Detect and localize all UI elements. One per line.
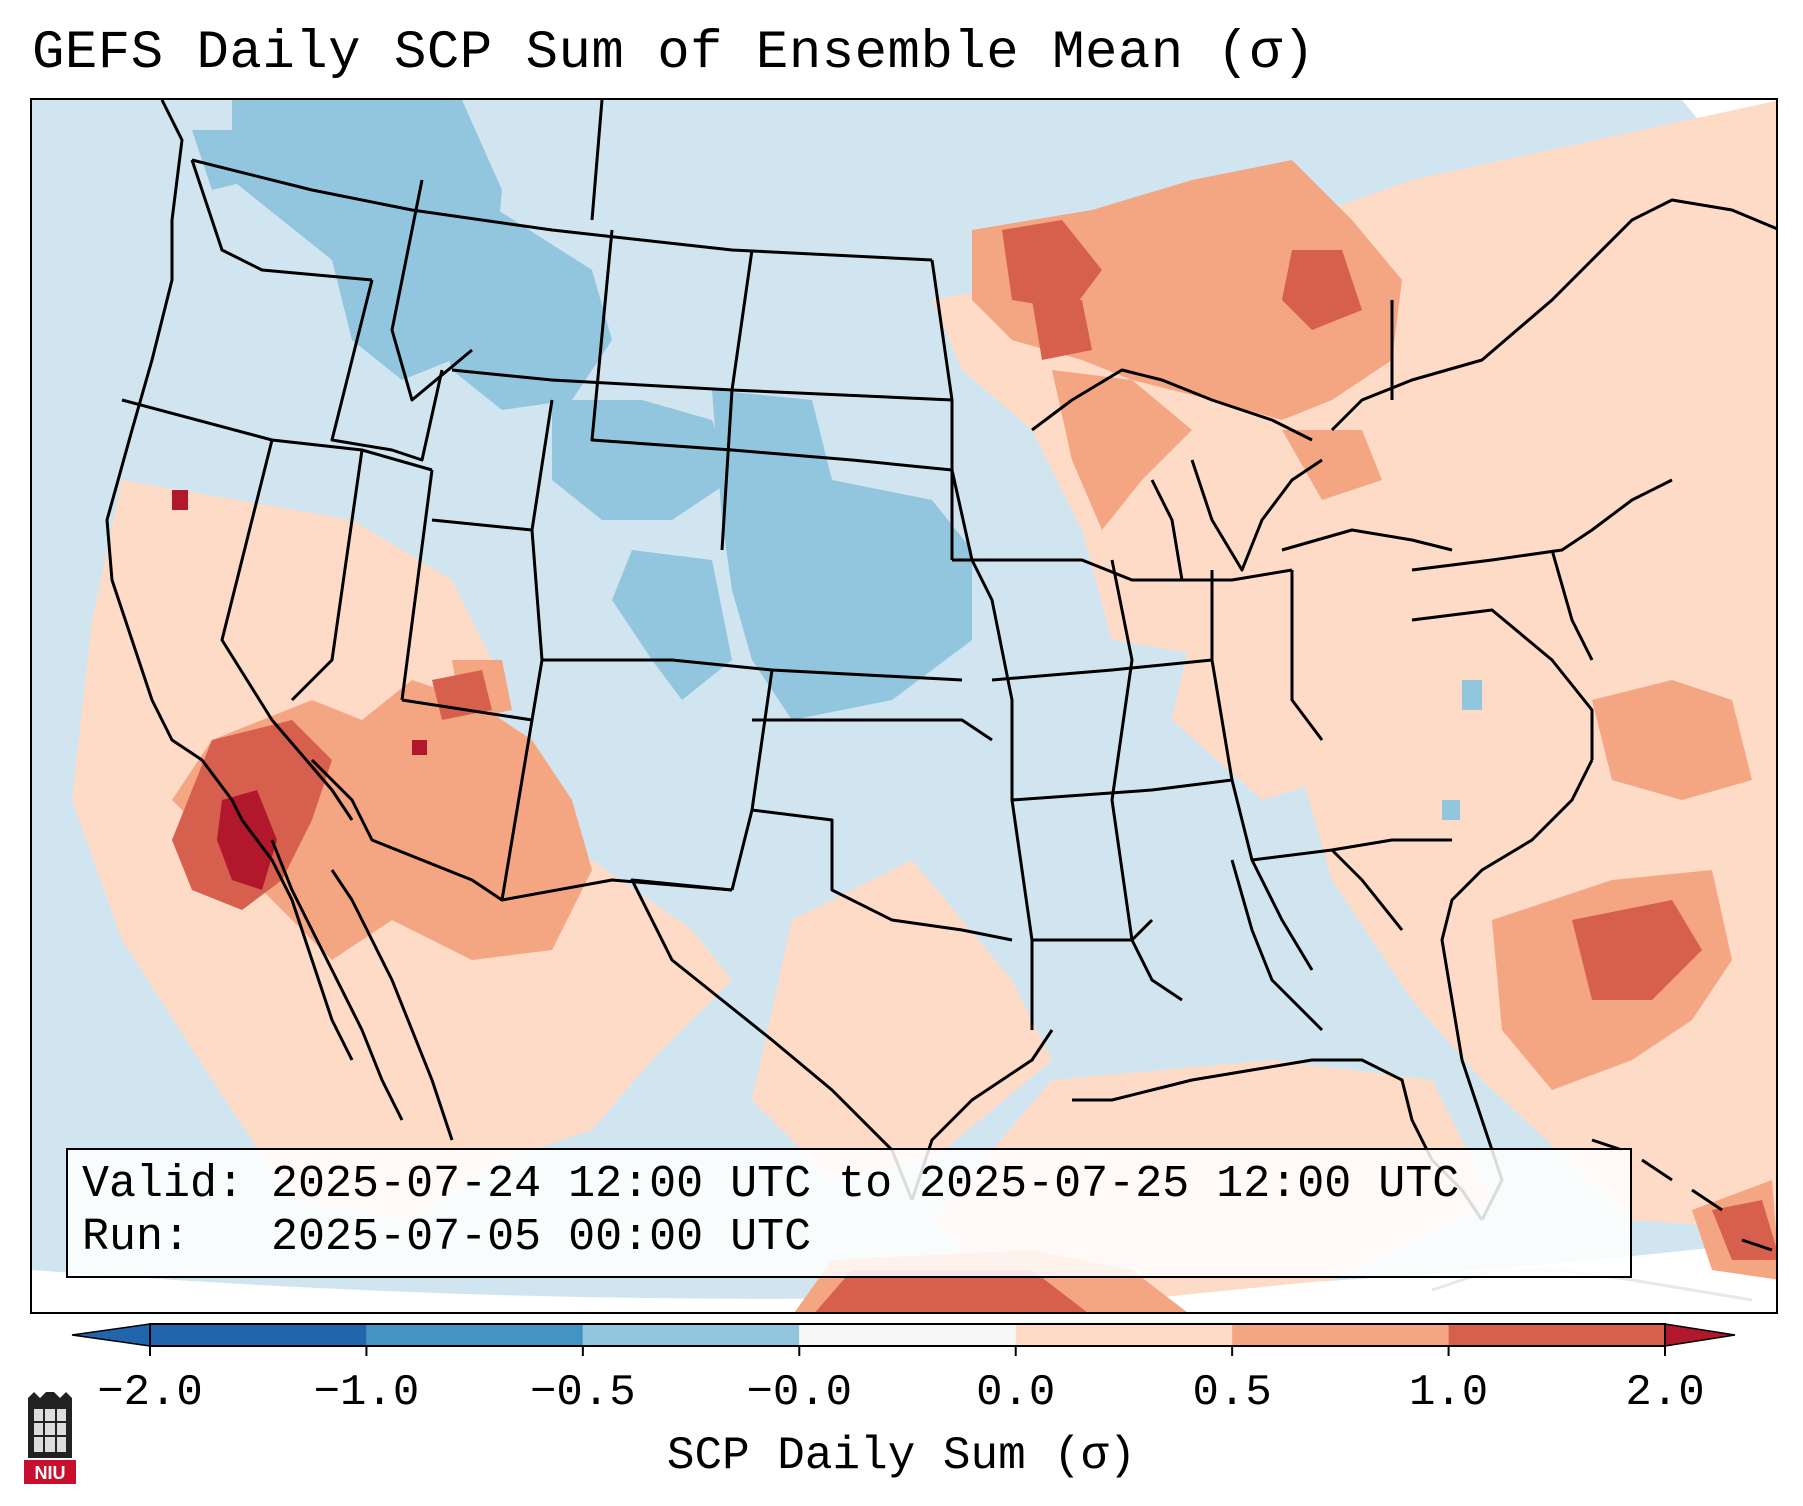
valid-range: 2025-07-24 12:00 UTC to 2025-07-25 12:00… [271, 1159, 1460, 1210]
valid-label: Valid: [82, 1159, 245, 1210]
state-country-boundaries [105, 100, 1776, 1302]
colorbar-segment [582, 1324, 800, 1346]
colorbar: −2.0 −1.0 −0.5 −0.0 0.0 0.5 1.0 2.0 [71, 1323, 1736, 1418]
niu-logo-icon: NIU [24, 1392, 76, 1484]
colorbar-segment [799, 1324, 1016, 1346]
colorbar-segment [1015, 1324, 1233, 1346]
run-time: 2025-07-05 00:00 UTC [271, 1212, 812, 1263]
colorbar-outline [149, 1323, 1666, 1347]
colorbar-segment [1448, 1324, 1665, 1346]
colorbar-label: SCP Daily Sum (σ) [666, 1430, 1137, 1482]
colorbar-tick-label: −0.5 [530, 1368, 636, 1418]
colorbar-tick-label: 1.0 [1409, 1368, 1488, 1418]
colorbar-ticks: −2.0 −1.0 −0.5 −0.0 0.0 0.5 1.0 2.0 [97, 1346, 1705, 1418]
colorbar-extend-high [1664, 1323, 1736, 1347]
colorbar-tick-label: 0.0 [976, 1368, 1055, 1418]
run-label: Run: [82, 1212, 191, 1263]
colorbar-segment [150, 1324, 367, 1346]
scp-anomaly-field [32, 100, 1776, 1312]
map-panel [30, 98, 1778, 1314]
map-title: GEFS Daily SCP Sum of Ensemble Mean (σ) [32, 23, 1316, 84]
validity-info-box: Valid: 2025-07-24 12:00 UTC to 2025-07-2… [66, 1148, 1632, 1278]
colorbar-tick-label: −1.0 [314, 1368, 420, 1418]
colorbar-segment [1232, 1324, 1449, 1346]
scp-map [32, 100, 1776, 1312]
colorbar-extend-low [71, 1323, 151, 1347]
colorbar-tick-label: −2.0 [97, 1368, 203, 1418]
colorbar-tick-label: 2.0 [1625, 1368, 1704, 1418]
colorbar-segments [71, 1323, 1736, 1347]
logo-text: NIU [35, 1463, 66, 1483]
colorbar-tick-label: 0.5 [1193, 1368, 1272, 1418]
colorbar-segment [366, 1324, 583, 1346]
colorbar-tick-label: −0.0 [746, 1368, 852, 1418]
